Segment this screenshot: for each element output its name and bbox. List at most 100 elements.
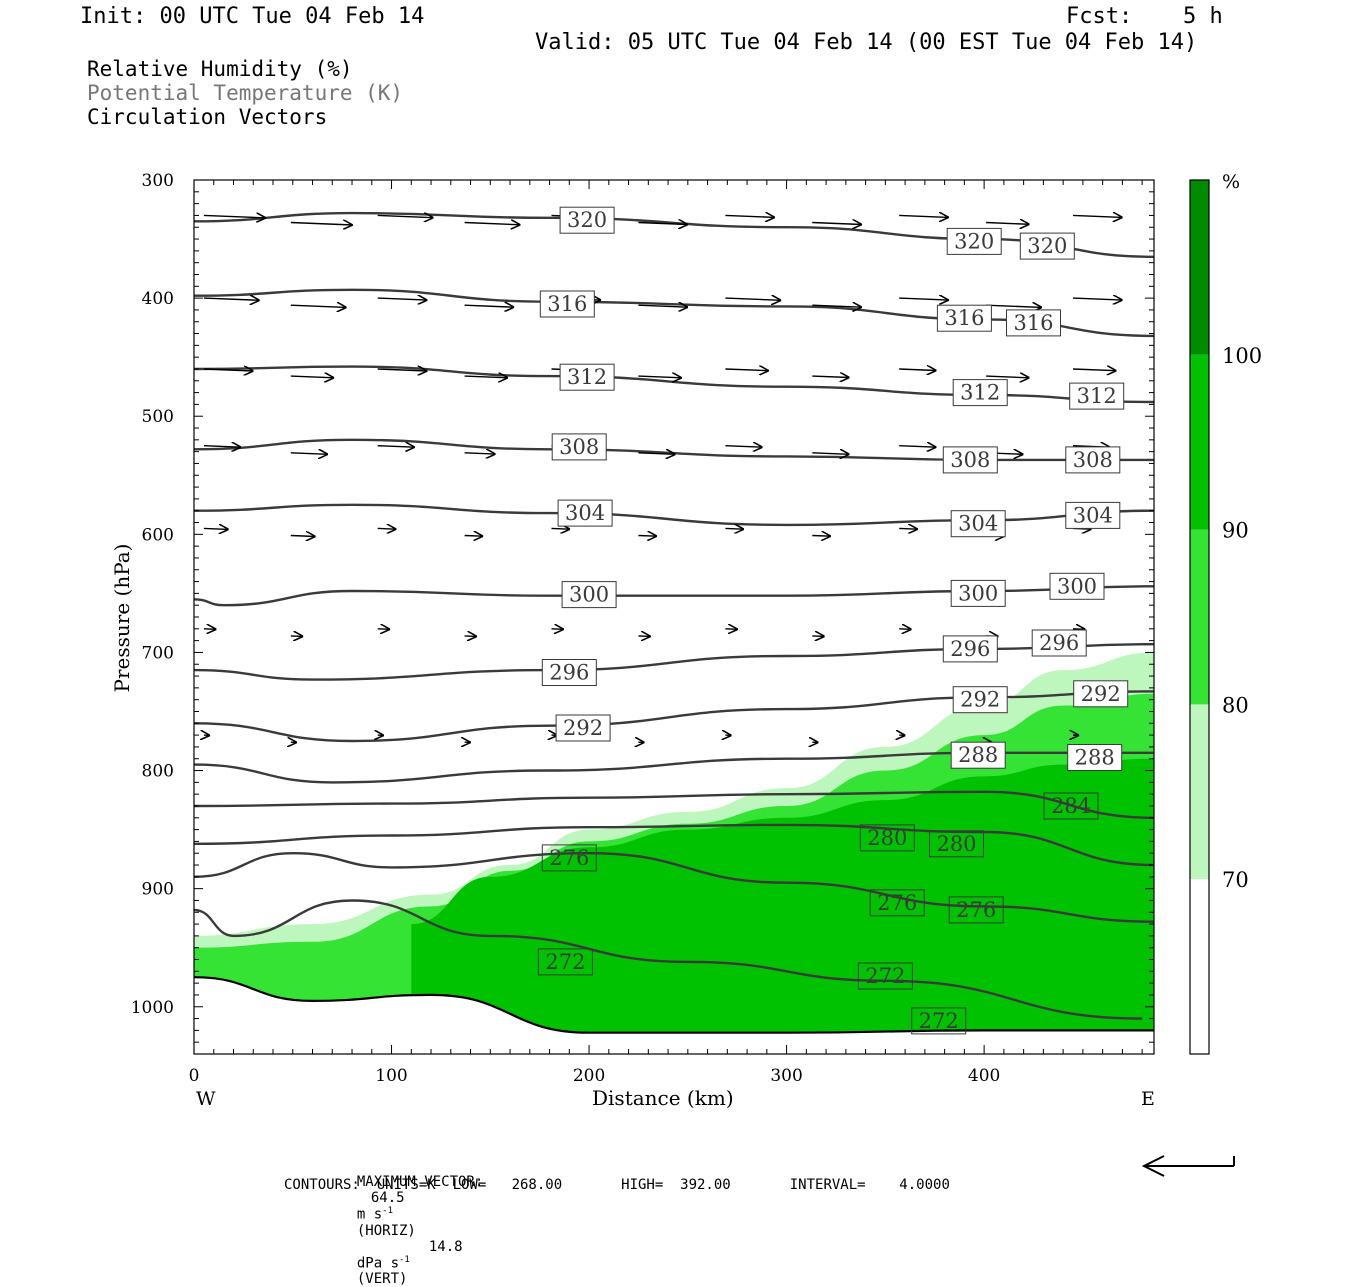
circulation-vector <box>291 305 347 307</box>
colorbar-level-label: 80 <box>1222 693 1249 717</box>
svg-text:316: 316 <box>1013 311 1053 335</box>
y-tick-label: 400 <box>142 289 174 309</box>
circulation-vector <box>638 636 650 637</box>
y-tick-label: 700 <box>142 643 174 663</box>
circulation-vector <box>378 528 397 529</box>
theta-contour-296 <box>194 644 1154 679</box>
circulation-vector <box>204 446 241 448</box>
circulation-vector <box>725 446 762 448</box>
circulation-vector <box>812 636 824 637</box>
svg-text:272: 272 <box>865 964 905 988</box>
circulation-vector <box>291 536 316 537</box>
contour-label-272: 272 <box>858 963 912 989</box>
contour-label-300: 300 <box>562 582 616 608</box>
circulation-vector <box>465 536 484 537</box>
circulation-vector <box>204 528 229 529</box>
reference-vector-icon <box>1140 1152 1240 1182</box>
theta-contour-300 <box>194 586 1154 605</box>
svg-text:288: 288 <box>958 743 998 767</box>
colorbar-unit: % <box>1222 171 1240 193</box>
contour-label-292: 292 <box>953 687 1007 713</box>
svg-text:320: 320 <box>954 229 994 253</box>
max-horiz-units: m s <box>357 1207 382 1223</box>
circulation-vector <box>378 629 390 630</box>
svg-text:304: 304 <box>1073 503 1113 527</box>
svg-text:300: 300 <box>569 583 609 607</box>
circulation-vector <box>291 636 303 637</box>
svg-text:308: 308 <box>1073 448 1113 472</box>
contour-label-320: 320 <box>560 207 614 233</box>
svg-text:272: 272 <box>545 950 585 974</box>
contour-label-304: 304 <box>558 500 612 526</box>
y-tick-label: 900 <box>142 880 174 900</box>
contour-label-300: 300 <box>951 580 1005 606</box>
theta-contour-308 <box>194 440 1154 460</box>
contour-label-312: 312 <box>1070 383 1124 409</box>
max-horiz-kind: (HORIZ) <box>357 1223 416 1239</box>
contour-label-296: 296 <box>1032 630 1086 656</box>
circulation-vector <box>986 223 1029 225</box>
contour-label-276: 276 <box>542 845 596 871</box>
svg-text:292: 292 <box>1081 682 1121 706</box>
svg-text:296: 296 <box>549 661 589 685</box>
svg-text:304: 304 <box>565 501 605 525</box>
svg-text:312: 312 <box>1077 384 1117 408</box>
contour-label-320: 320 <box>947 228 1001 254</box>
circulation-vector <box>465 223 521 225</box>
svg-text:292: 292 <box>563 716 603 740</box>
circulation-vector <box>552 629 564 630</box>
contour-label-308: 308 <box>943 447 997 473</box>
circulation-vector <box>204 215 266 218</box>
contour-label-288: 288 <box>951 742 1005 768</box>
x-tick-label: 300 <box>770 1066 802 1086</box>
contour-label-272: 272 <box>538 949 592 975</box>
circulation-vector <box>899 446 936 448</box>
circulation-vector <box>899 629 911 630</box>
svg-text:284: 284 <box>1051 794 1091 818</box>
contour-label-316: 316 <box>540 291 594 317</box>
circulation-vector <box>812 536 831 537</box>
circulation-vector <box>1073 215 1123 217</box>
circulation-vector <box>465 376 508 378</box>
colorbar-level-label: 70 <box>1222 868 1249 892</box>
x-axis-title: Distance (km) <box>592 1086 734 1110</box>
svg-text:312: 312 <box>567 365 607 389</box>
contours-info: CONTOURS: UNITS=K LOW= 268.00 HIGH= 392.… <box>284 1177 950 1193</box>
contour-label-304: 304 <box>1066 502 1120 528</box>
svg-text:316: 316 <box>547 292 587 316</box>
x-tick-label: 100 <box>375 1066 407 1086</box>
svg-text:308: 308 <box>950 448 990 472</box>
contour-label-272: 272 <box>912 1008 966 1034</box>
contour-label-308: 308 <box>1066 447 1120 473</box>
y-tick-label: 600 <box>142 525 174 545</box>
contour-label-280: 280 <box>860 825 914 851</box>
circulation-vector <box>899 298 949 300</box>
contour-label-296: 296 <box>943 636 997 662</box>
circulation-vector <box>378 446 415 448</box>
circulation-vector <box>465 636 477 637</box>
circulation-vector <box>725 369 768 371</box>
contour-label-304: 304 <box>951 511 1005 537</box>
x-tick-label: 0 <box>189 1066 200 1086</box>
max-vert-kind: (VERT) <box>357 1271 408 1287</box>
circulation-vector <box>638 536 657 537</box>
circulation-vector <box>1073 298 1123 300</box>
x-tick-label: 400 <box>968 1066 1000 1086</box>
colorbar-segment <box>1190 355 1209 530</box>
circulation-vector <box>725 528 744 529</box>
svg-text:276: 276 <box>877 891 917 915</box>
circulation-vector <box>465 453 496 454</box>
svg-text:320: 320 <box>1027 234 1067 258</box>
circulation-vector <box>291 453 328 455</box>
svg-text:276: 276 <box>549 846 589 870</box>
contour-label-308: 308 <box>552 434 606 460</box>
contour-label-276: 276 <box>870 890 924 916</box>
svg-text:296: 296 <box>950 637 990 661</box>
theta-contour-312 <box>194 367 1154 402</box>
circulation-vector <box>725 298 781 300</box>
colorbar-segment <box>1190 879 1209 1054</box>
svg-text:316: 316 <box>944 306 984 330</box>
circulation-vector <box>986 376 1029 378</box>
svg-text:272: 272 <box>919 1009 959 1033</box>
